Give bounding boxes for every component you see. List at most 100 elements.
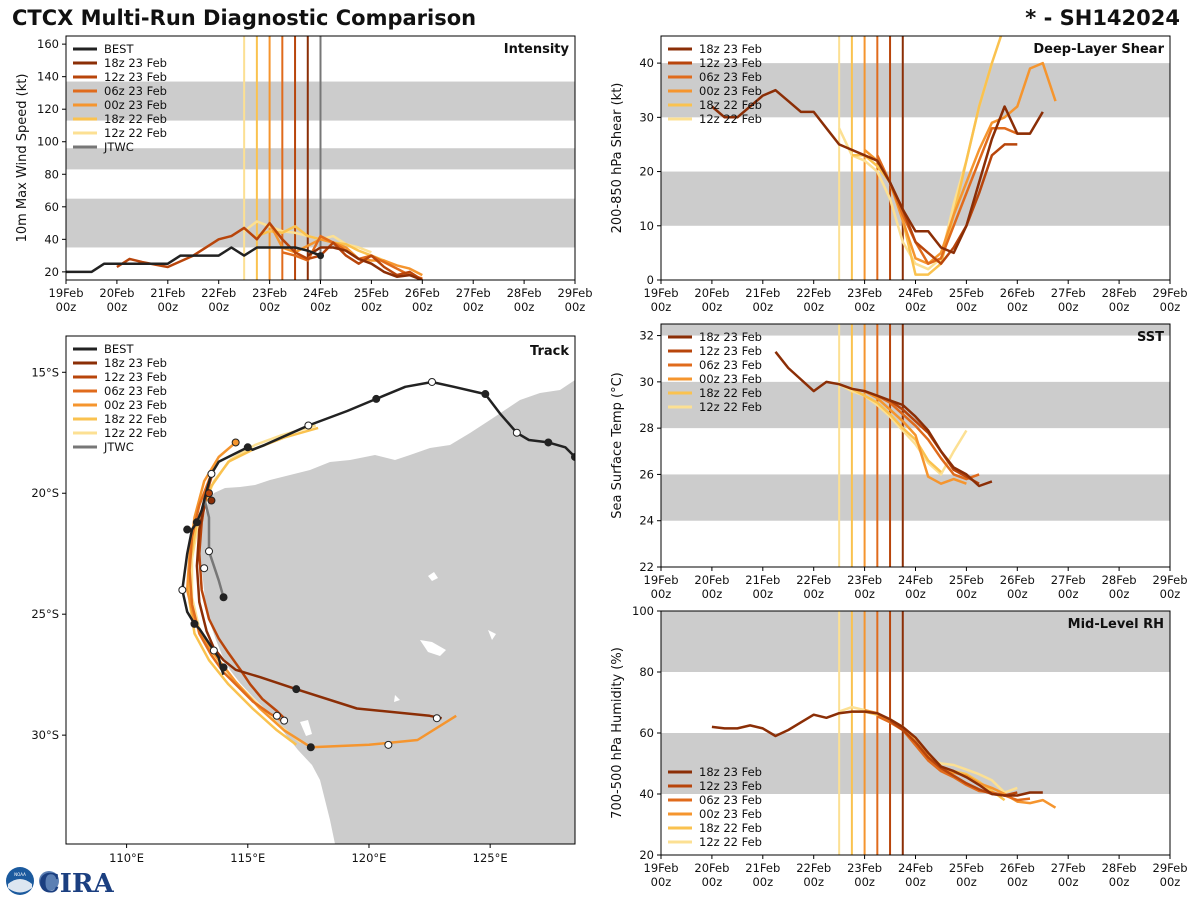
- legend-label-intensity-18z-22-feb: 18z 22 Feb: [104, 112, 167, 126]
- shear-band-0: [661, 171, 1170, 226]
- rh-xtick-hour: 00z: [854, 875, 875, 889]
- rh-xtick-label: 25Feb 00z: [949, 861, 984, 889]
- rh-xtick-day: 27Feb: [1051, 861, 1086, 875]
- intensity-xtick-day: 28Feb: [507, 286, 542, 300]
- intensity-xtick-label: 21Feb 00z: [150, 286, 185, 314]
- sst-series-18z-23-feb: [774, 351, 993, 488]
- rh-xtick-label: 24Feb 00z: [898, 861, 933, 889]
- intensity-xtick-day: 23Feb: [252, 286, 287, 300]
- track-marker-best: [209, 646, 218, 655]
- track-marker-12z-23-feb: [280, 716, 289, 725]
- rh-xtick-label: 23Feb 00z: [847, 861, 882, 889]
- track-marker-jtwc: [205, 547, 214, 556]
- intensity-ytick-label: 160: [37, 37, 59, 51]
- intensity-xtick-day: 27Feb: [456, 286, 491, 300]
- track-marker-best: [243, 443, 252, 452]
- track-ytick-label: 20°S: [31, 486, 59, 500]
- track-marker-best: [571, 452, 575, 461]
- track-marker-best: [219, 663, 228, 672]
- legend-label-rh-00z-23-feb: 00z 23 Feb: [699, 807, 762, 821]
- rh-xtick-label: 27Feb 00z: [1051, 861, 1086, 889]
- sst-xtick-hour: 00z: [1160, 587, 1181, 601]
- rh-xtick-day: 29Feb: [1153, 861, 1188, 875]
- track-marker-best: [512, 428, 521, 437]
- sst-series-18z-22-feb: [851, 387, 942, 474]
- legend-label-rh-18z-23-feb: 18z 23 Feb: [699, 765, 762, 779]
- sst-xtick-day: 19Feb: [644, 573, 679, 587]
- sst-ytick-label: 26: [639, 467, 654, 481]
- track-marker-best: [190, 619, 199, 628]
- sst-xtick-label: 27Feb 00z: [1051, 573, 1086, 601]
- sst-ytick-label: 28: [639, 421, 654, 435]
- track-marker-06z-23-feb: [272, 711, 281, 720]
- sst-xtick-day: 29Feb: [1153, 573, 1188, 587]
- shear-xtick-day: 24Feb: [898, 286, 933, 300]
- shear-xtick-day: 19Feb: [644, 286, 679, 300]
- sst-xtick-day: 20Feb: [694, 573, 729, 587]
- sst-xtick-hour: 00z: [854, 587, 875, 601]
- track-xtick-label: 115°E: [230, 851, 265, 865]
- rh-xtick-day: 22Feb: [796, 861, 831, 875]
- track-marker-best: [207, 469, 216, 478]
- shear-xtick-day: 23Feb: [847, 286, 882, 300]
- rh-xtick-hour: 00z: [651, 875, 672, 889]
- sst-xtick-label: 26Feb 00z: [1000, 573, 1035, 601]
- rh-ytick-label: 60: [639, 726, 654, 740]
- rh-xtick-day: 20Feb: [694, 861, 729, 875]
- track-chart: 110°E 115°E 120°E 125°E 15°S 20°S 25°S 30°S Trac…: [31, 335, 576, 865]
- sst-xtick-hour: 00z: [752, 587, 773, 601]
- intensity-xtick-hour: 00z: [208, 300, 229, 314]
- shear-xtick-hour: 00z: [752, 300, 773, 314]
- sst-xtick-hour: 00z: [803, 587, 824, 601]
- intensity-xtick-day: 22Feb: [201, 286, 236, 300]
- shear-plot-area: [661, 36, 1170, 280]
- track-marker-best: [544, 438, 553, 447]
- track-title: Track: [530, 344, 569, 359]
- intensity-series-end-marker: [317, 252, 324, 260]
- rh-xtick-label: 20Feb 00z: [694, 861, 729, 889]
- shear-xtick-hour: 00z: [1109, 300, 1130, 314]
- legend-label-intensity-best: BEST: [104, 42, 134, 56]
- intensity-xtick-label: 23Feb 00z: [252, 286, 287, 314]
- rh-xtick-label: 21Feb 00z: [745, 861, 780, 889]
- track-xtick-label: 125°E: [473, 851, 508, 865]
- intensity-ytick-label: 60: [44, 200, 59, 214]
- shear-ytick-label: 10: [639, 219, 654, 233]
- rh-xtick-label: 19Feb 00z: [644, 861, 679, 889]
- legend-label-sst-06z-23-feb: 06z 23 Feb: [699, 358, 762, 372]
- shear-xtick-label: 20Feb 00z: [694, 286, 729, 314]
- sst-xtick-day: 22Feb: [796, 573, 831, 587]
- rh-ytick-label: 40: [639, 787, 654, 801]
- legend-label-sst-12z-23-feb: 12z 23 Feb: [699, 344, 762, 358]
- rh-xtick-hour: 00z: [1160, 875, 1181, 889]
- rh-band-1: [661, 611, 1170, 672]
- legend-label-intensity-12z-23-feb: 12z 23 Feb: [104, 70, 167, 84]
- track-marker-18z-23-feb: [292, 685, 301, 694]
- track-marker-00z-23-feb: [306, 743, 315, 752]
- sst-plot-area: [661, 324, 1170, 567]
- shear-series-12z-23-feb: [888, 143, 1018, 265]
- legend-label-rh-18z-22-feb: 18z 22 Feb: [699, 821, 762, 835]
- sst-xtick-day: 27Feb: [1051, 573, 1086, 587]
- land-shape-australia: [200, 380, 575, 844]
- track-ytick-label: 25°S: [31, 607, 59, 621]
- shear-xtick-day: 27Feb: [1051, 286, 1086, 300]
- shear-xtick-hour: 00z: [803, 300, 824, 314]
- legend-label-intensity-jtwc: JTWC: [103, 140, 134, 154]
- sst-xtick-hour: 00z: [905, 587, 926, 601]
- shear-xtick-hour: 00z: [1007, 300, 1028, 314]
- track-ytick-label: 15°S: [31, 365, 59, 379]
- shear-xtick-hour: 00z: [956, 300, 977, 314]
- sst-xtick-label: 19Feb 00z: [644, 573, 679, 601]
- legend-label-shear-18z-23-feb: 18z 23 Feb: [699, 42, 762, 56]
- page-title: CTCX Multi-Run Diagnostic Comparison: [12, 6, 477, 30]
- intensity-xtick-label: 27Feb 00z: [456, 286, 491, 314]
- shear-xtick-label: 25Feb 00z: [949, 286, 984, 314]
- track-marker-00z-23-feb: [384, 740, 393, 749]
- intensity-xtick-label: 25Feb 00z: [354, 286, 389, 314]
- sst-ytick-label: 22: [639, 560, 654, 574]
- track-series-18z-23-feb: [195, 505, 442, 720]
- shear-series-18z-23-feb: [711, 88, 1044, 255]
